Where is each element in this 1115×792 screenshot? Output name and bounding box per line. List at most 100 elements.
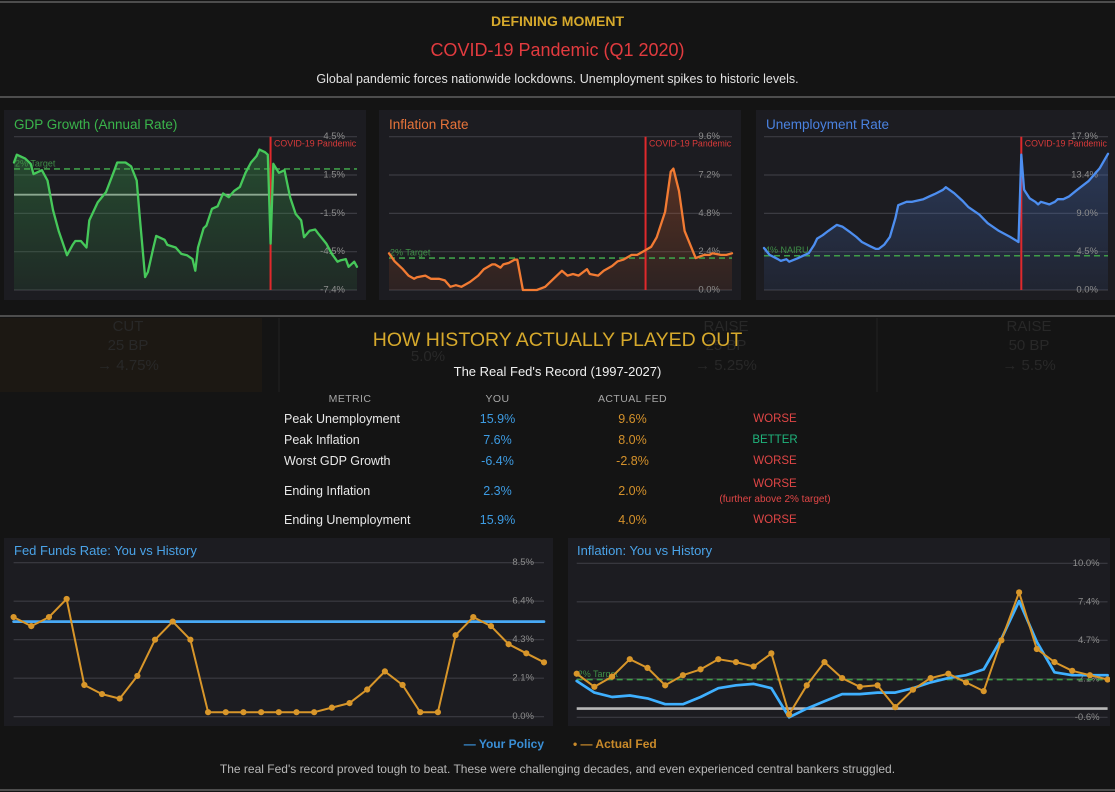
y-tick-label: 2.1% <box>512 673 534 684</box>
row-you-value: 7.6% <box>483 432 512 447</box>
background-selected-card <box>0 318 262 392</box>
actual-fed-point <box>750 663 757 670</box>
actual-fed-point <box>10 613 17 621</box>
y-tick-label: 0.0% <box>1076 285 1098 296</box>
y-tick-label: 7.4% <box>1078 596 1100 607</box>
actual-fed-point <box>679 672 686 679</box>
row-fed-value: 9.6% <box>618 411 647 426</box>
row-metric: Worst GDP Growth <box>284 454 391 468</box>
background-card-text: 25 BP <box>107 337 149 354</box>
row-metric: Peak Unemployment <box>284 411 401 426</box>
background-card-text: RAISE <box>703 318 749 335</box>
event-label: COVID-19 Pandemic <box>1025 139 1108 149</box>
actual-fed-point <box>732 658 740 666</box>
row-fed-value: 8.0% <box>618 432 647 447</box>
unemployment-chart: 17.9% 13.4% 9.0% 4.5% 0.0% 4% NAIRU COVID-19 P… <box>762 131 1110 296</box>
background-card-text: → 5.5% <box>1002 357 1056 374</box>
header-divider <box>0 96 1115 98</box>
footer-message: The real Fed's record proved tough to be… <box>219 762 896 776</box>
y-tick-label: 4.7% <box>1078 635 1100 646</box>
target-label: 2% Target <box>15 158 56 168</box>
target-label: 4% NAIRU <box>765 245 809 255</box>
event-title: COVID-19 Pandemic (Q1 2020) <box>430 40 685 60</box>
actual-fed-point <box>803 682 810 689</box>
actual-fed-point <box>1033 645 1040 653</box>
gdp-chart-title: GDP Growth (Annual Rate) <box>14 117 178 132</box>
actual-fed-point <box>1086 672 1094 679</box>
actual-fed-point <box>151 636 159 643</box>
row-fed-value: -2.8% <box>616 454 649 468</box>
row-metric: Ending Inflation <box>284 483 371 498</box>
defining-moment-label: DEFINING MOMENT <box>491 13 624 29</box>
history-subtitle: The Real Fed's Record (1997-2027) <box>453 364 662 379</box>
actual-fed-point <box>487 623 495 630</box>
actual-fed-point <box>258 709 265 716</box>
row-verdict: WORSE (further above 2% target) <box>700 475 850 507</box>
actual-fed-point <box>134 672 141 680</box>
actual-fed-point <box>1104 676 1110 683</box>
verdict-label: WORSE <box>753 477 797 490</box>
legend-your-policy: — Your Policy <box>463 737 544 751</box>
actual-fed-point <box>28 623 35 630</box>
actual-fed-point <box>222 709 229 716</box>
verdict-label: WORSE <box>753 412 797 425</box>
y-tick-label: 2.4% <box>698 246 720 257</box>
row-you-value: 2.3% <box>483 483 512 498</box>
actual-fed-point <box>434 709 442 716</box>
actual-fed-point <box>470 613 477 621</box>
actual-fed-point <box>980 688 987 695</box>
actual-fed-point <box>697 666 704 673</box>
legend-actual-fed: • — Actual Fed <box>573 737 657 751</box>
actual-fed-point <box>785 711 793 718</box>
actual-fed-point <box>63 595 70 603</box>
y-tick-label: 10.0% <box>1073 558 1100 569</box>
y-tick-label: 4.5% <box>1076 246 1098 257</box>
y-tick-label: 7.2% <box>698 170 720 181</box>
background-card-text: 25 BP <box>705 337 747 354</box>
y-tick-label: 9.6% <box>698 131 720 142</box>
verdict-label: WORSE <box>753 514 797 526</box>
unemployment-area <box>764 153 1108 290</box>
gdp-growth-line <box>12 148 359 279</box>
actual-fed-point <box>839 674 846 682</box>
y-tick-label: 9.0% <box>1076 208 1098 219</box>
inflation-comparison-chart: 10.0%7.4%4.7%2.1%-0.6%2% Target <box>573 558 1110 723</box>
actual-fed-point <box>328 704 335 711</box>
actual-fed-point <box>452 632 459 639</box>
actual-fed-point <box>399 681 406 689</box>
actual-fed-line <box>12 597 545 714</box>
actual-fed-point <box>240 709 247 716</box>
background-card-text: RAISE <box>1006 318 1052 335</box>
row-verdict: WORSE <box>700 452 850 470</box>
actual-fed-point <box>608 673 616 680</box>
y-tick-label: -7.4% <box>320 285 345 296</box>
actual-fed-point <box>626 656 633 663</box>
inflation-line <box>387 167 734 292</box>
fed-funds-chart: 8.5% 6.4% 4.3% 2.1% 0.0% <box>10 557 548 722</box>
unemployment-chart-panel: 17.9% 13.4% 9.0% 4.5% 0.0% 4% NAIRU COVID-19 P… <box>756 110 1115 300</box>
y-tick-label: 8.5% <box>512 557 534 568</box>
actual-fed-point <box>417 709 424 716</box>
actual-fed-point <box>892 704 899 711</box>
actual-fed-point <box>768 650 775 657</box>
actual-fed-point <box>909 686 917 693</box>
gdp-chart-panel: 4.5% 1.5% -1.5% -4.5% -7.4% 2% Target COVID-19… <box>4 110 366 300</box>
actual-fed-point <box>998 637 1005 644</box>
actual-fed-point <box>644 664 651 672</box>
actual-fed-point <box>874 682 881 689</box>
background-card-divider <box>278 318 280 392</box>
y-tick-label: 1.5% <box>323 170 345 181</box>
y-tick-label: 4.3% <box>512 634 534 645</box>
bottom-divider <box>0 789 1115 791</box>
row-verdict: WORSE <box>700 511 850 529</box>
actual-fed-point <box>187 636 194 643</box>
actual-fed-point <box>364 686 371 693</box>
y-tick-label: 13.4% <box>1071 170 1098 181</box>
row-verdict: BETTER <box>700 431 850 449</box>
row-you-value: -6.4% <box>481 454 514 468</box>
actual-fed-point <box>856 683 863 690</box>
actual-fed-point <box>293 709 300 716</box>
background-card-text: 50 BP <box>1008 337 1050 354</box>
row-fed-value: 2.0% <box>618 483 647 498</box>
actual-fed-point <box>45 613 53 621</box>
